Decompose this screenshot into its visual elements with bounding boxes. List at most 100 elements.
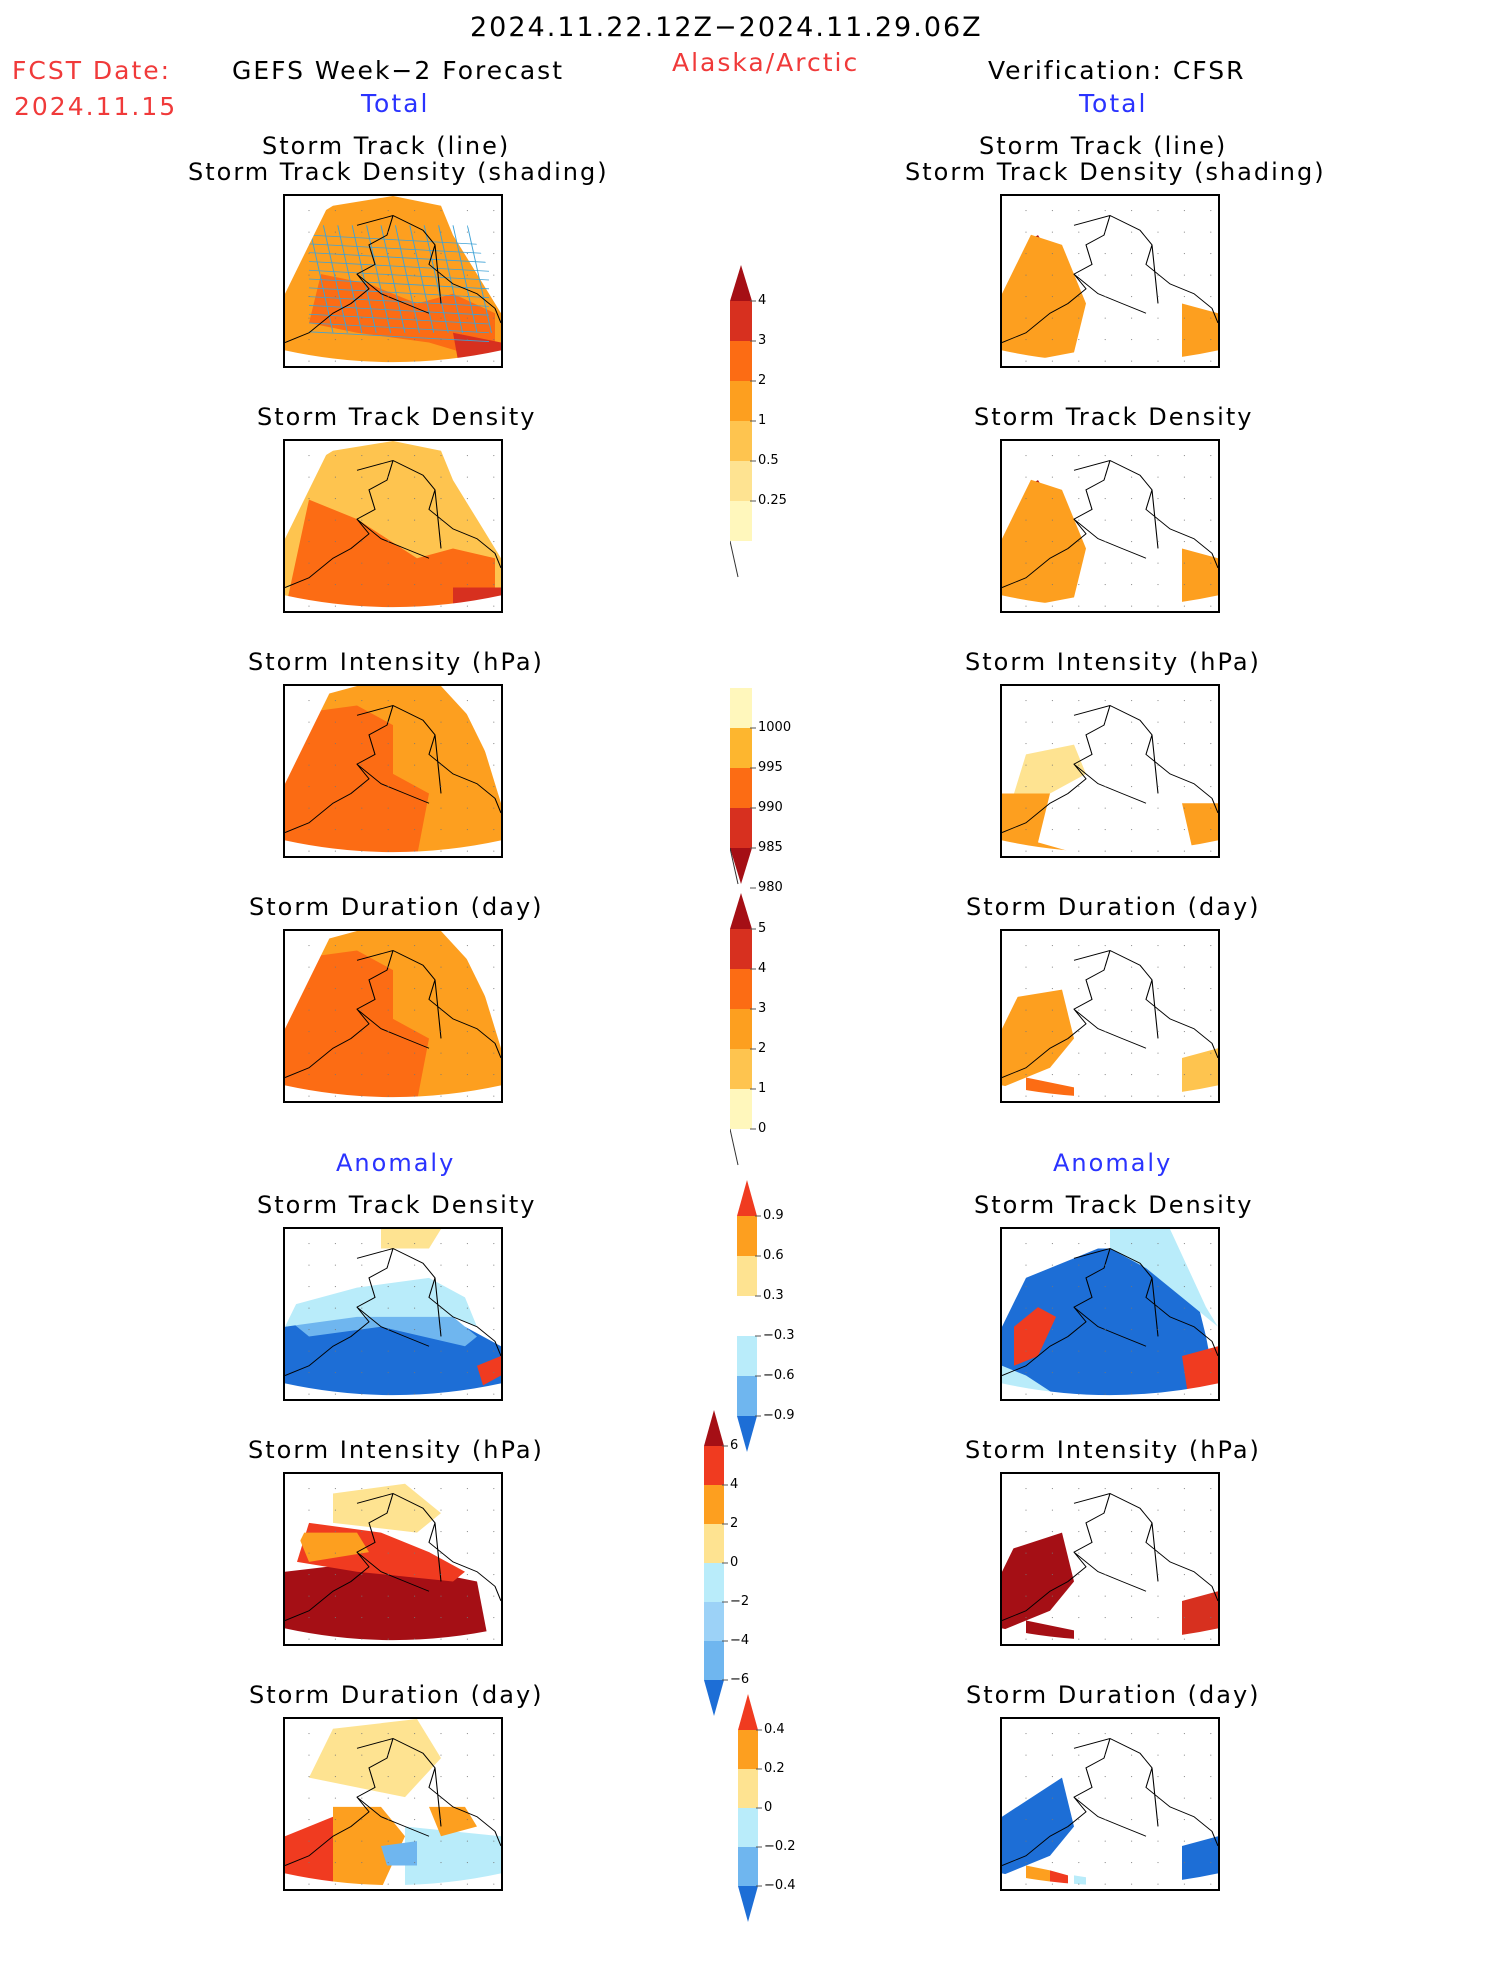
grid-dot: [1183, 339, 1185, 341]
grid-dot: [1078, 339, 1080, 341]
grid-dot: [1210, 764, 1212, 766]
grid-dot: [361, 743, 363, 745]
colorbar-label: 2: [730, 1516, 739, 1531]
grid-dot: [493, 274, 495, 276]
grid-dot: [1051, 700, 1053, 702]
grid-dot: [414, 1509, 416, 1511]
grid-dot: [1157, 850, 1159, 852]
grid-dot: [1104, 1776, 1106, 1778]
grid-dot: [387, 1840, 389, 1842]
grid-dot: [1104, 807, 1106, 809]
map-graphic: [1002, 1474, 1218, 1644]
grid-dot: [440, 498, 442, 500]
grid-dot: [493, 1819, 495, 1821]
grid-dot: [1183, 296, 1185, 298]
grid-dot: [1051, 1074, 1053, 1076]
grid-dot: [1183, 700, 1185, 702]
colorbar-segment: [704, 1641, 724, 1680]
grid-dot: [414, 945, 416, 947]
grid-dot: [361, 1052, 363, 1054]
storm-track-line: [322, 225, 348, 333]
grid-dot: [1025, 317, 1027, 319]
grid-dot: [493, 605, 495, 607]
colorbar-graphic: [730, 688, 756, 889]
grid-dot: [440, 253, 442, 255]
grid-dot: [1104, 1074, 1106, 1076]
grid-dot: [308, 1776, 310, 1778]
grid-dot: [493, 1095, 495, 1097]
grid-dot: [387, 1883, 389, 1885]
grid-dot: [308, 1509, 310, 1511]
grid-dot: [466, 339, 468, 341]
grid-dot: [1078, 721, 1080, 723]
grid-dot: [466, 1095, 468, 1097]
grid-dot: [334, 1031, 336, 1033]
grid-dot: [1025, 360, 1027, 362]
grid-dot: [1078, 1488, 1080, 1490]
grid-dot: [1104, 966, 1106, 968]
left-anom-intensity-title: Storm Intensity (hPa): [248, 1436, 544, 1464]
grid-dot: [440, 764, 442, 766]
grid-dot: [387, 1052, 389, 1054]
grid-dot: [493, 562, 495, 564]
grid-dot: [1025, 1574, 1027, 1576]
grid-dot: [1104, 455, 1106, 457]
grid-dot: [361, 1862, 363, 1864]
grid-dot: [387, 700, 389, 702]
left-anom-density-map: [283, 1227, 503, 1401]
grid-dot: [1078, 786, 1080, 788]
grid-dot: [1078, 1286, 1080, 1288]
grid-dot: [440, 1797, 442, 1799]
grid-dot: [308, 296, 310, 298]
grid-dot: [361, 700, 363, 702]
left-total-label: Total: [361, 89, 430, 118]
grid-dot: [1104, 786, 1106, 788]
grid-dot: [1078, 1776, 1080, 1778]
right-duration-title: Storm Duration (day): [966, 893, 1261, 921]
grid-dot: [387, 562, 389, 564]
grid-dot: [466, 498, 468, 500]
grid-dot: [466, 1350, 468, 1352]
grid-dot: [1025, 1264, 1027, 1266]
colorbar-segment: [730, 929, 752, 969]
grid-dot: [1051, 455, 1053, 457]
grid-dot: [1131, 498, 1133, 500]
grid-dot: [1078, 296, 1080, 298]
grid-dot: [361, 721, 363, 723]
grid-dot: [387, 498, 389, 500]
grid-dot: [466, 1797, 468, 1799]
grid-dot: [493, 1638, 495, 1640]
grid-dot: [1210, 1617, 1212, 1619]
grid-dot: [387, 1393, 389, 1395]
grid-dot: [466, 1552, 468, 1554]
grid-dot: [1210, 317, 1212, 319]
grid-dot: [334, 1372, 336, 1374]
grid-dot: [334, 274, 336, 276]
grid-dot: [334, 1095, 336, 1097]
grid-dot: [1078, 1797, 1080, 1799]
grid-dot: [1210, 253, 1212, 255]
grid-dot: [308, 562, 310, 564]
grid-dot: [1183, 1733, 1185, 1735]
grid-dot: [387, 1574, 389, 1576]
grid-dot: [493, 1074, 495, 1076]
map-shading: [1110, 1229, 1218, 1327]
grid-dot: [387, 1009, 389, 1011]
grid-dot: [1025, 1754, 1027, 1756]
grid-dot: [1183, 360, 1185, 362]
grid-dot: [493, 1733, 495, 1735]
grid-dot: [1210, 966, 1212, 968]
coastline: [1002, 1248, 1218, 1376]
grid-dot: [1051, 1574, 1053, 1576]
grid-dot: [440, 807, 442, 809]
colorbar-graphic: [730, 893, 756, 1166]
grid-dot: [361, 1074, 363, 1076]
grid-dot: [1157, 296, 1159, 298]
grid-dot: [1210, 1733, 1212, 1735]
map-outside-mask: [453, 931, 501, 1029]
grid-dot: [1183, 253, 1185, 255]
grid-dot: [440, 1552, 442, 1554]
grid-dot: [1183, 829, 1185, 831]
grid-dot: [1051, 1329, 1053, 1331]
grid-dot: [466, 786, 468, 788]
